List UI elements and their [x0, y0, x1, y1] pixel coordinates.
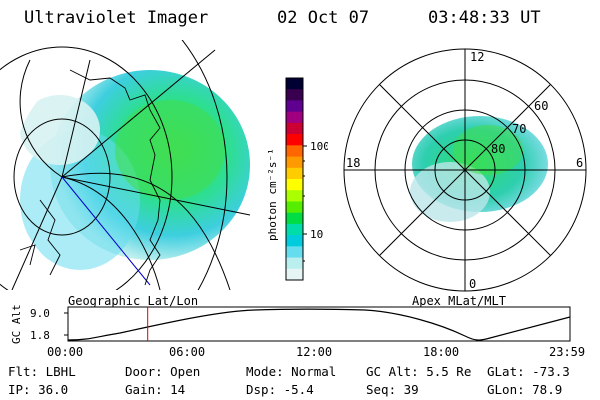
mlt-label-12: 12 — [470, 50, 484, 64]
colorbar: 100 10 photon cm⁻²s⁻¹ — [266, 77, 328, 281]
info-seq: Seq: 39 — [366, 382, 419, 397]
colorbar-cell — [286, 268, 303, 281]
colorbar-cell — [286, 167, 303, 180]
info-gain: Gain: 14 — [125, 382, 186, 397]
time: 03:48:33 UT — [428, 8, 541, 28]
info-glat: GLat: -73.3 — [487, 364, 570, 379]
info-glon: GLon: 78.9 — [487, 382, 563, 397]
colorbar-cell — [286, 257, 303, 270]
colorbar-cell — [286, 122, 303, 135]
right-panel-label: Apex MLat/MLT — [412, 294, 506, 308]
polar-plot: 12 18 6 0 60 70 80 — [343, 48, 587, 292]
date: 02 Oct 07 — [277, 8, 370, 28]
colorbar-cell — [286, 201, 303, 214]
alt-xtick-1800: 18:00 — [423, 345, 459, 359]
alt-xtick-1200: 12:00 — [296, 345, 332, 359]
altitude-plot: 9.0 1.8 GC Alt 00:00 06:00 12:00 18:00 2… — [10, 304, 585, 359]
colorbar-cell — [286, 111, 303, 124]
lat-label-70: 70 — [512, 122, 526, 136]
lat-label-80: 80 — [491, 142, 505, 156]
info-gcalt: GC Alt: 5.5 Re — [366, 364, 472, 379]
colorbar-cell — [286, 235, 303, 247]
colorbar-cell — [286, 190, 303, 202]
title: Ultraviolet Imager — [24, 8, 209, 28]
alt-ytick-1_8: 1.8 — [30, 329, 50, 342]
left-panel-label: Geographic Lat/Lon — [68, 294, 199, 308]
colorbar-cell — [286, 78, 303, 90]
mlt-label-18: 18 — [346, 156, 360, 170]
colorbar-label: photon cm⁻²s⁻¹ — [266, 148, 279, 241]
colorbar-cell — [286, 134, 303, 146]
alt-ytick-9: 9.0 — [30, 307, 50, 320]
info-door: Door: Open — [125, 364, 201, 379]
info-mode: Mode: Normal — [246, 364, 337, 379]
colorbar-tick-100: 100 — [310, 140, 328, 153]
info-ip: IP: 36.0 — [8, 382, 69, 397]
info-dsp: Dsp: -5.4 — [246, 382, 314, 397]
colorbar-tick-10: 10 — [310, 228, 323, 241]
colorbar-cell — [286, 89, 303, 101]
alt-xtick-0000: 00:00 — [47, 345, 83, 359]
info-flt: Flt: LBHL — [8, 364, 76, 379]
geographic-image — [0, 40, 252, 290]
colorbar-cell — [286, 212, 303, 225]
mlt-label-0: 0 — [469, 277, 476, 291]
colorbar-cell — [286, 246, 303, 259]
lat-label-60: 60 — [534, 99, 548, 113]
colorbar-cell — [286, 100, 303, 113]
colorbar-cell — [286, 156, 303, 169]
alt-xtick-2359: 23:59 — [549, 345, 585, 359]
colorbar-cell — [286, 145, 303, 158]
alt-xtick-0600: 06:00 — [169, 345, 205, 359]
alt-ylabel: GC Alt — [10, 304, 23, 344]
colorbar-cell — [286, 223, 303, 236]
mlt-label-6: 6 — [576, 156, 583, 170]
colorbar-cell — [286, 179, 303, 191]
